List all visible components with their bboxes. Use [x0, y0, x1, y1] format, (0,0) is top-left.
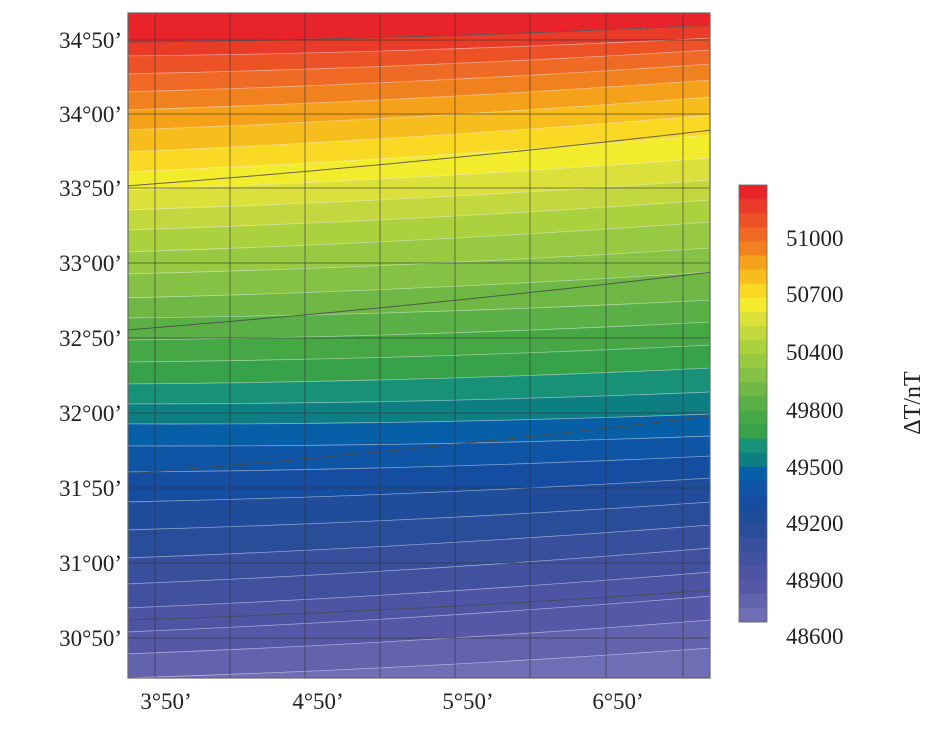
colorbar-swatch: [739, 466, 767, 482]
contour-band: [128, 455, 710, 503]
plot-frame: [127, 12, 711, 679]
contour-band: [128, 299, 710, 341]
major-contour-line: [128, 271, 710, 331]
colorbar-swatch: [739, 396, 767, 412]
colorbar-tick-label: 49800: [786, 398, 844, 423]
colorbar-swatch: [739, 410, 767, 426]
contour-band: [128, 595, 710, 655]
colorbar-swatch: [739, 481, 767, 496]
contour-band: [128, 619, 710, 678]
colorbar-swatch: [739, 438, 767, 454]
contour-band: [128, 79, 710, 131]
contour-band: [128, 114, 710, 173]
contour-band: [128, 157, 710, 211]
grid-lines: [128, 13, 710, 678]
colorbar-swatch: [739, 227, 767, 242]
colorbar-ticks: 51000 50700 50400 49800 49500 49200 48900 48600: [786, 226, 844, 649]
contour-band: [128, 37, 710, 75]
contour-band: [128, 391, 710, 425]
colorbar-swatch: [739, 311, 767, 327]
y-tick-label: 33°00’: [59, 251, 122, 276]
colorbar-swatch: [739, 185, 767, 200]
colorbar-unit-label: ΔT/nT: [900, 371, 926, 435]
contour-band: [128, 501, 710, 559]
colorbar-swatch: [739, 199, 767, 214]
x-tick-label: 5°50’: [442, 689, 493, 714]
contour-band: [128, 413, 710, 447]
colorbar-swatch: [739, 593, 767, 609]
y-tick-label: 33°50’: [59, 176, 122, 201]
contour-band: [128, 247, 710, 299]
contour-band: [128, 63, 710, 111]
contour-band: [128, 321, 710, 363]
y-tick-label: 34°00’: [59, 102, 122, 127]
colorbar-frame: [738, 184, 768, 623]
colorbar-swatch: [739, 297, 767, 313]
y-tick-label: 32°00’: [59, 401, 122, 426]
contour-band: [128, 199, 710, 253]
contour-band: [128, 179, 710, 231]
contour-band: [128, 571, 710, 633]
x-tick-label: 3°50’: [140, 689, 191, 714]
contour-band: [128, 435, 710, 473]
y-tick-label: 31°00’: [59, 551, 122, 576]
colorbar-swatch: [739, 325, 767, 341]
colorbar-swatch: [739, 255, 767, 271]
colorbar-tick-label: 50400: [786, 340, 844, 365]
major-contour-line: [128, 129, 710, 187]
y-tick-label: 32°50’: [59, 326, 122, 351]
colorbar-tick-label: 48600: [786, 624, 844, 649]
colorbar-tick-label: 49200: [786, 511, 844, 536]
contour-band: [128, 221, 710, 275]
y-tick-label: 30°50’: [59, 626, 122, 651]
major-contour-line: [128, 589, 710, 621]
colorbar-tick-label: 50700: [786, 282, 844, 307]
contour-band: [128, 49, 710, 93]
colorbar-tick-label: 51000: [786, 226, 844, 251]
y-tick-label: 31°50’: [59, 476, 122, 501]
contour-band: [128, 344, 710, 385]
contour-band: [128, 524, 710, 585]
colorbar-swatch: [739, 565, 767, 581]
x-axis-ticks: 3°50’ 4°50’ 5°50’ 6°50’: [140, 689, 643, 714]
colorbar-swatch: [739, 579, 767, 595]
x-tick-label: 4°50’: [292, 689, 343, 714]
major-contour-line: [128, 415, 710, 475]
colorbar-swatch: [739, 340, 767, 355]
x-tick-label: 6°50’: [592, 689, 643, 714]
contour-band: [128, 367, 710, 405]
contour-bands: [128, 13, 710, 678]
colorbar-swatch: [739, 537, 767, 553]
colorbar-swatch: [739, 283, 767, 299]
major-contour-line: [128, 24, 710, 43]
colorbar-swatch: [739, 269, 767, 285]
colorbar-swatch: [739, 368, 767, 383]
colorbar-tick-label: 49500: [786, 455, 844, 480]
colorbar-swatch: [739, 382, 767, 397]
y-tick-label: 34°50’: [59, 28, 122, 53]
colorbar-swatch: [739, 523, 767, 538]
colorbar-swatch: [739, 452, 767, 468]
colorbar-swatch: [739, 354, 767, 369]
colorbar-swatch: [739, 213, 767, 228]
contour-lines: [128, 24, 710, 621]
contour-band: [128, 134, 710, 191]
contour-band: [128, 96, 710, 153]
contour-band: [128, 647, 710, 678]
colorbar-swatch: [739, 241, 767, 256]
colorbar-swatch: [739, 509, 767, 524]
colorbar-swatch: [739, 551, 767, 567]
colorbar-swatch: [739, 424, 767, 440]
colorbar-tick-label: 48900: [786, 568, 844, 593]
y-axis-ticks: 30°50’ 31°00’ 31°50’ 32°00’ 32°50’ 33°00’ 33°5…: [59, 28, 122, 651]
colorbar: [738, 184, 768, 623]
colorbar-swatch: [739, 495, 767, 510]
contour-band: [128, 477, 710, 531]
colorbar-swatch: [739, 607, 767, 623]
